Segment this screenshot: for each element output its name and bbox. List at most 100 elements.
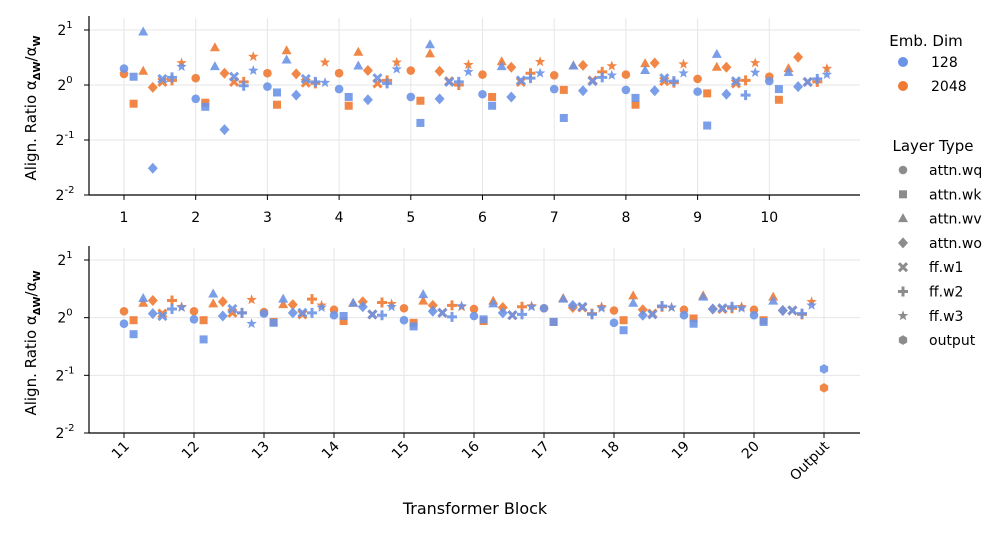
point-b12-attn-wo-128 [217,310,228,322]
point-b17-attn-wk-128 [549,317,558,326]
point-b6-ff-w1-128 [515,75,526,86]
point-b9-attn-wo-128 [721,88,732,100]
point-b18-attn-wk-2048 [619,316,628,325]
point-b19-attn-wk-128 [689,319,698,328]
legend-marker-attn-wv [898,213,908,223]
legend-marker-128 [898,57,908,67]
point-b6-ff-w3-128 [534,67,546,78]
point-b8-attn-wv-2048 [640,58,651,68]
point-b10-ff-w1-128 [802,76,813,87]
point-b9-attn-wk-128 [703,121,712,130]
legend-marker-attn-wq [898,165,908,175]
point-b5-attn-wq-2048 [406,66,416,75]
point-b9-ff-w2-2048 [740,75,751,86]
point-b11-attn-wv-2048 [138,297,149,307]
point-b14-ff-w2-128 [377,310,387,321]
point-b8-attn-wq-128 [621,85,631,95]
point-b8-attn-wk-128 [631,93,640,102]
point-b11-attn-wq-2048 [119,306,129,316]
point-b6-attn-wq-128 [478,89,487,99]
point-b2-attn-wv-2048 [209,42,220,52]
point-b2-attn-wq-2048 [191,73,200,83]
point-b18-attn-wk-128 [619,326,628,335]
x-tick-label: Output [787,438,833,484]
x-tick-label: 3 [263,210,272,226]
point-b7-attn-wv-128 [568,60,579,70]
point-b7-ff-w1-128 [587,76,598,87]
point-b15-ff-w2-2048 [447,300,457,311]
point-b7-ff-w3-2048 [606,60,618,71]
point-b1-attn-wk-128 [129,72,138,81]
point-b17-attn-wo-128 [567,299,578,311]
x-tick-label: 16 [459,438,483,462]
point-b3-attn-wo-128 [291,89,302,101]
point-b5-attn-wq-128 [406,92,416,102]
point-b1-attn-wv-128 [138,26,149,36]
x-tick-label: 2 [191,210,200,226]
point-b2-ff-w1-128 [229,71,240,82]
point-b11-attn-wo-128 [147,308,158,320]
legend-marker-attn-wo [898,237,908,249]
point-b2-ff-w2-128 [238,80,249,91]
point-b4-attn-wk-128 [344,92,353,101]
point-b16-attn-wk-128 [479,315,488,324]
x-tick-label: 4 [335,210,344,226]
point-b10-ff-w2-128 [812,73,823,84]
point-b13-attn-wo-2048 [287,299,298,311]
x-axis-label: Transformer Block [402,499,548,518]
point-b19-ff-w2-128 [727,301,737,312]
point-b4-attn-wq-2048 [334,68,344,78]
point-b7-attn-wq-128 [549,84,559,94]
point-b20-attn-wq-128 [749,310,759,320]
point-b8-attn-wv-128 [640,65,651,75]
x-tick-label: 18 [599,439,623,463]
point-b10-attn-wk-2048 [774,95,783,104]
point-b1-attn-wo-2048 [147,81,158,93]
point-b4-ff-w1-128 [372,73,383,84]
legend-label-128: 128 [931,55,958,71]
point-b4-ff-w2-128 [382,78,393,89]
point-b1-ff-w1-2048 [157,76,168,87]
legend-marker-attn-wk [899,190,907,199]
point-b17-attn-wv-128 [558,293,569,303]
point-b4-attn-wq-128 [334,84,344,94]
point-b15-attn-wq-2048 [399,303,409,313]
point-b3-attn-wq-128 [263,82,272,91]
point-b2-attn-wo-2048 [219,67,230,79]
point-b8-ff-w2-128 [668,76,679,87]
point-b11-ff-w1-128 [157,310,168,322]
point-b1-attn-wq-128 [119,64,129,73]
point-b12-attn-wv-128 [208,288,219,298]
point-b16-attn-wv-128 [488,298,499,308]
x-tick-label: 19 [669,439,693,463]
point-b18-attn-wq-128 [609,318,619,328]
point-b1-attn-wk-2048 [129,99,138,108]
x-tick-label: 13 [249,439,273,463]
point-b15-ff-w2-128 [447,311,457,322]
legend-label-ff-w3: ff.w3 [929,309,963,325]
y-tick-label: 2-2 [56,423,75,442]
point-b12-attn-wq-2048 [189,306,199,316]
point-b12-attn-wk-128 [199,335,208,344]
point-b11-attn-wv-128 [138,292,149,302]
point-b15-ff-w3-128 [456,300,467,311]
point-b11-attn-wq-128 [119,319,129,329]
point-b3-ff-w1-128 [300,73,311,84]
point-b15-attn-wv-2048 [418,295,429,305]
x-tick-label: 1 [120,210,129,226]
point-b8-attn-wq-2048 [621,70,631,79]
point-b14-attn-wk-2048 [339,317,348,326]
point-b15-attn-wo-128 [427,305,438,317]
point-b19-ff-w3-128 [736,302,747,313]
point-b12-attn-wo-2048 [217,296,228,308]
point-b12-ff-w3-128 [246,318,257,329]
point-b18-ff-w2-128 [657,301,667,312]
point-b10-attn-wq-128 [765,76,774,86]
point-b2-attn-wk-2048 [201,98,210,107]
point-b9-attn-wq-128 [693,87,702,96]
point-b13-attn-wv-2048 [278,299,289,309]
point-b3-attn-wq-2048 [263,68,272,78]
point-b3-attn-wv-128 [281,54,292,64]
point-b5-ff-w3-2048 [463,59,474,70]
point-b11-attn-wk-2048 [129,316,138,325]
